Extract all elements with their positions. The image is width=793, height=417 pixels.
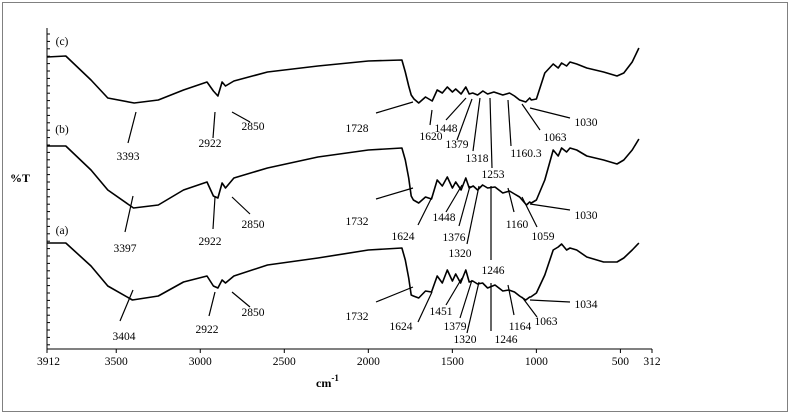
peak-leader-line (521, 296, 538, 318)
peak-leader-line (375, 101, 414, 114)
peak-label: 1063 (544, 132, 567, 144)
axes: 3912 3500 3000 2500 2000 1500 1000 500 312 (37, 28, 661, 368)
peak-label: 2922 (199, 138, 222, 150)
peak-label: 1030 (575, 117, 598, 129)
peak-leader-line (429, 109, 433, 126)
peak-leader-line (124, 195, 134, 233)
series-tag: (c) (56, 36, 69, 48)
peak-label: 3393 (117, 151, 140, 163)
series-line (47, 242, 640, 301)
x-tick-label: 2000 (357, 356, 380, 368)
series-line (46, 47, 640, 104)
peak-label: 1246 (482, 265, 505, 277)
peak-label: 2922 (196, 324, 219, 336)
peak-label: 1253 (482, 169, 505, 181)
peak-leader-line (445, 277, 463, 306)
x-tick-label: 500 (612, 356, 630, 368)
peak-leader-line (521, 103, 541, 131)
peak-leader-line (521, 196, 538, 228)
series-line (47, 138, 640, 209)
peak-label: 2922 (199, 236, 222, 248)
peak-leader-line (231, 291, 251, 308)
peak-leader-line (231, 111, 251, 123)
peak-label: 1624 (390, 321, 413, 333)
x-tick-label: 1500 (441, 356, 464, 368)
peak-label: 3397 (114, 243, 137, 255)
x-axis-label-text: cm (316, 376, 331, 390)
peak-leader-line (529, 107, 571, 119)
peak-leader-line (529, 203, 571, 211)
peak-leader-line (472, 97, 481, 152)
peak-label: 1030 (575, 210, 598, 222)
peak-leader-line (231, 196, 251, 215)
peak-label: 1063 (535, 316, 558, 328)
x-tick-label: 3912 (37, 356, 60, 368)
peak-leader-line (466, 185, 480, 245)
peak-label: 1034 (575, 299, 598, 311)
peak-label: 1160 (506, 219, 529, 231)
peak-leader-line (119, 289, 134, 322)
x-tick-label: 1000 (525, 356, 548, 368)
x-tick-label: 3500 (105, 356, 128, 368)
peak-label: 1732 (346, 311, 369, 323)
y-axis-label: %T (10, 171, 30, 185)
peak-leader-line (208, 291, 216, 317)
x-axis-label-exponent: -1 (331, 373, 339, 383)
peak-leader-line (507, 99, 512, 147)
peak-leader-line (489, 97, 493, 169)
peak-label: 1318 (466, 153, 489, 165)
peak-leader-line (456, 98, 473, 141)
peak-label: 1164 (509, 321, 532, 333)
series-layer (46, 47, 640, 301)
peak-leader-line (375, 187, 414, 200)
x-tick-label: 312 (643, 356, 661, 368)
peak-leader-line (507, 187, 515, 213)
peak-leader-line (507, 284, 515, 316)
series-tag: (a) (56, 225, 69, 237)
peak-label: 1728 (346, 123, 369, 135)
x-axis-label: cm-1 (316, 373, 339, 390)
peak-label: 2850 (242, 121, 265, 133)
peak-label: 1448 (433, 212, 456, 224)
peak-label: 1624 (392, 231, 415, 243)
peak-leader-line (212, 111, 216, 139)
peak-leader-line (529, 299, 571, 303)
peak-label: 2850 (242, 307, 265, 319)
peak-leader-line (212, 196, 216, 230)
peak-label: 1376 (443, 232, 466, 244)
peak-label: 1160.3 (510, 148, 541, 160)
peak-label: 2850 (242, 219, 265, 231)
peak-label: 1059 (532, 231, 555, 243)
peak-label: 1246 (495, 334, 518, 346)
peak-leader-line (417, 196, 433, 226)
peak-label: 1379 (446, 139, 469, 151)
peak-leader-line (445, 184, 463, 213)
peak-label: 1620 (420, 131, 443, 143)
peak-leader-line (458, 185, 471, 227)
peak-leader-line (466, 281, 480, 334)
peak-label: 1732 (346, 216, 369, 228)
series-tag: (b) (55, 124, 69, 136)
peak-label: 1379 (444, 321, 467, 333)
peak-leader-line (375, 286, 414, 303)
peak-leader-line (417, 291, 433, 323)
peak-leader-line (127, 111, 137, 144)
peak-label: 1448 (435, 123, 458, 135)
peak-label: 1320 (454, 334, 477, 346)
peak-leader-line (459, 279, 473, 319)
peak-leader-line (445, 97, 467, 121)
x-tick-label: 3000 (189, 356, 212, 368)
peak-label: 1320 (449, 248, 472, 260)
peak-label: 3404 (113, 331, 136, 343)
peak-label: 1451 (430, 306, 453, 318)
x-tick-label: 2500 (273, 356, 296, 368)
